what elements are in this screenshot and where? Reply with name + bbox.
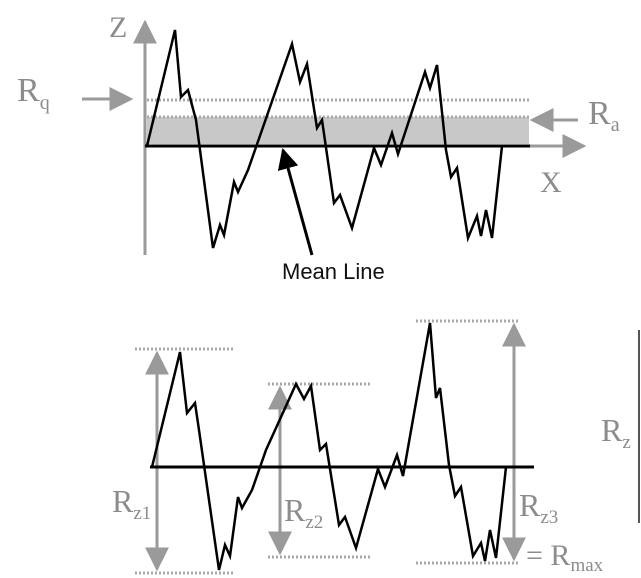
x-axis-label: X [540, 166, 562, 199]
z-axis-label: Z [109, 11, 127, 44]
rq-label: Rq [17, 72, 50, 114]
rz-label: Rz [601, 412, 631, 453]
top-diagram: Rq Ra Z X Mean Line [17, 11, 620, 284]
bottom-diagram: Rz1 Rz2 Rz3 = Rmax Rz [112, 321, 639, 576]
ra-band [147, 117, 529, 144]
rmax-label: = Rmax [526, 539, 604, 576]
rz2-label: Rz2 [284, 492, 323, 533]
mean-line-label: Mean Line [282, 259, 385, 284]
roughness-profile-bottom [152, 323, 506, 570]
rz1-label: Rz1 [112, 483, 151, 524]
rz3-label: Rz3 [519, 487, 558, 528]
mean-line-pointer [283, 150, 312, 255]
ra-label: Ra [588, 95, 620, 136]
